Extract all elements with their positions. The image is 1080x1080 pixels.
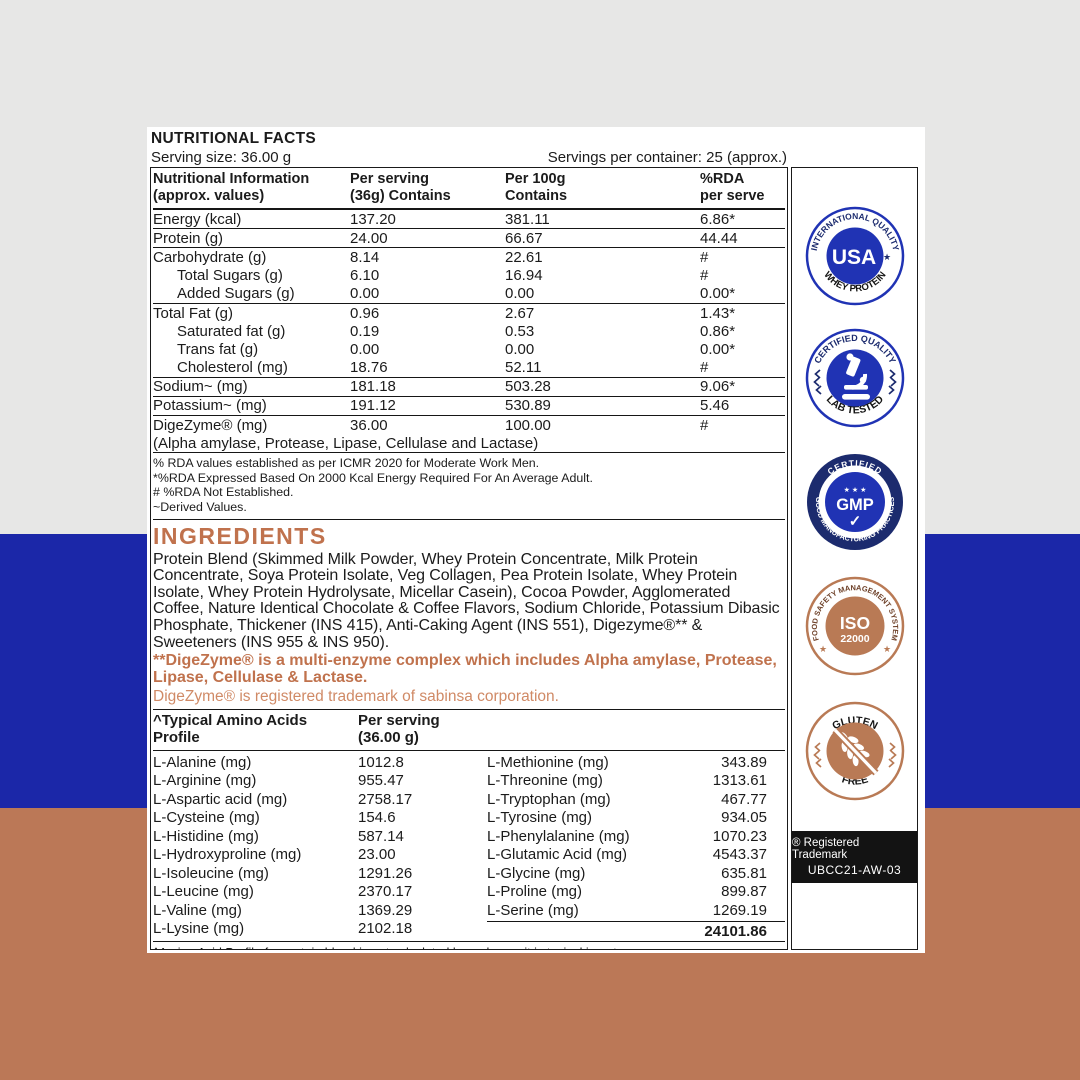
- artwork-code: UBCC21-AW-03: [807, 863, 902, 877]
- certification-panel: INTERNATIONAL QUALITY WHEY PROTEIN USA ★…: [791, 167, 918, 950]
- table-row: L-Histidine (mg) 587.14: [153, 827, 404, 845]
- table-row: L-Phenylalanine (mg) 1070.23: [487, 827, 767, 845]
- badge-usa-whey-protein: INTERNATIONAL QUALITY WHEY PROTEIN USA ★: [805, 206, 904, 306]
- checkmark-icon: ✓: [848, 513, 861, 530]
- nutrition-table-header: Nutritional Information (approx. values) …: [153, 168, 785, 208]
- digezyme-note-bold: **DigeZyme® is a multi-enzyme complex wh…: [153, 652, 777, 686]
- table-row: Total Fat (g) 0.96 2.67 1.43*: [153, 304, 736, 322]
- table-row: Saturated fat (g) 0.19 0.53 0.86*: [177, 322, 736, 340]
- table-row: L-Serine (mg) 1269.19: [487, 901, 767, 919]
- table-row: L-Glutamic Acid (mg) 4543.37: [487, 846, 767, 864]
- servings-per-container-text: Servings per container: 25 (approx.): [547, 149, 787, 166]
- laurel-left-icon: [812, 369, 822, 395]
- svg-text:ISO: ISO: [839, 613, 869, 633]
- page-title: NUTRITIONAL FACTS: [151, 130, 316, 147]
- star-icon: ★: [883, 252, 891, 262]
- table-row: L-Glycine (mg) 635.81: [487, 864, 767, 882]
- digezyme-note-light: DigeZyme® is registered trademark of sab…: [153, 687, 559, 705]
- amino-total: 24101.86: [704, 923, 767, 941]
- badge-gmp: CERTIFIED GOOD MANUFACTURING PRACTICES ★…: [806, 454, 903, 550]
- star-icon: ★: [883, 644, 891, 654]
- table-row: L-Tryptophan (mg) 467.77: [487, 790, 767, 808]
- col-header: Per serving: [350, 171, 429, 187]
- badge-gluten-free: GLUTEN FREE: [805, 701, 904, 801]
- table-row: L-Threonine (mg) 1313.61: [487, 772, 767, 790]
- col-header: Nutritional Information: [153, 171, 310, 187]
- table-row: Added Sugars (g) 0.00 0.00 0.00*: [177, 285, 736, 303]
- table-row: Cholesterol (mg) 18.76 52.11 #: [177, 359, 709, 377]
- table-row: Sodium~ (mg) 181.18 503.28 9.06*: [153, 378, 736, 396]
- table-row: L-Lysine (mg) 2102.18: [153, 920, 413, 938]
- stars-icon: ★ ★ ★: [843, 486, 866, 494]
- laurel-right-icon: [887, 369, 897, 395]
- table-row: L-Hydroxyproline (mg) 23.00: [153, 846, 396, 864]
- table-row: DigeZyme® (mg) 36.00 100.00 #: [153, 416, 709, 434]
- nutrition-panel: Nutritional Information (approx. values) …: [150, 167, 788, 950]
- laurel-left-icon: [812, 742, 822, 768]
- wheat-crossed-icon: [831, 727, 879, 776]
- rda-footnotes: % RDA values established as per ICMR 202…: [153, 456, 593, 515]
- amino-table: L-Alanine (mg) 1012.8 L-Arginine (mg) 955.…: [153, 751, 785, 942]
- label-header: NUTRITIONAL FACTS Serving size: 36.00 g …: [151, 130, 787, 166]
- ingredients-heading: INGREDIENTS: [153, 522, 327, 549]
- table-row: L-Isoleucine (mg) 1291.26: [153, 864, 413, 882]
- table-row: L-Leucine (mg) 2370.17: [153, 883, 413, 901]
- ingredients-body: Protein Blend (Skimmed Milk Powder, Whey…: [153, 550, 780, 651]
- svg-text:GMP: GMP: [836, 496, 874, 514]
- table-row: Trans fat (g) 0.00 0.00 0.00*: [177, 340, 736, 358]
- table-row: L-Valine (mg) 1369.29: [153, 901, 413, 919]
- microscope-icon: [841, 353, 870, 400]
- table-row: L-Tyrosine (mg) 934.05: [487, 809, 767, 827]
- badge-iso-22000: FOOD SAFETY MANAGEMENT SYSTEM ★ ★ ISO 22…: [805, 576, 904, 676]
- col-header: Per 100g: [505, 171, 566, 187]
- col-header: %RDA: [700, 171, 745, 187]
- table-row: Total Sugars (g) 6.10 16.94 #: [177, 267, 709, 285]
- badge-lab-tested: CERTIFIED QUALITY LAB TESTED: [805, 328, 904, 428]
- laurel-right-icon: [887, 742, 897, 768]
- trademark-box: ® Registered Trademark UBCC21-AW-03: [792, 831, 917, 883]
- digezyme-subnote: (Alpha amylase, Protease, Lipase, Cellul…: [153, 434, 539, 452]
- table-row: Energy (kcal) 137.20 381.11 6.86*: [153, 210, 736, 228]
- registered-trademark-text: ® Registered Trademark: [792, 837, 860, 861]
- nutrition-label-card: NUTRITIONAL FACTS Serving size: 36.00 g …: [147, 127, 925, 953]
- table-row: Carbohydrate (g) 8.14 22.61 #: [153, 248, 709, 266]
- amino-footnote: ^Amino Acid Profile for protein blend is…: [153, 942, 785, 949]
- table-row: L-Methionine (mg) 343.89: [487, 753, 767, 771]
- amino-table-header: ^Typical Amino Acids Profile Per serving(…: [153, 711, 440, 747]
- table-row: Protein (g) 24.00 66.67 44.44: [153, 229, 738, 247]
- serving-size-text: Serving size: 36.00 g: [151, 149, 292, 166]
- table-row: L-Aspartic acid (mg) 2758.17: [153, 790, 413, 808]
- table-row: L-Arginine (mg) 955.47: [153, 772, 404, 790]
- table-row: Potassium~ (mg) 191.12 530.89 5.46: [153, 397, 730, 415]
- svg-text:22000: 22000: [840, 633, 869, 645]
- table-row: L-Cysteine (mg) 154.6: [153, 809, 396, 827]
- star-icon: ★: [819, 644, 827, 654]
- table-row: L-Proline (mg) 899.87: [487, 883, 767, 901]
- svg-text:USA: USA: [831, 246, 875, 269]
- table-row: L-Alanine (mg) 1012.8: [153, 753, 404, 771]
